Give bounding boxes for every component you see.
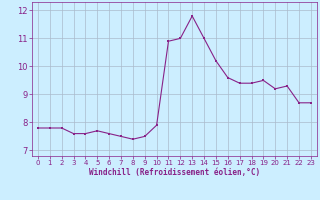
X-axis label: Windchill (Refroidissement éolien,°C): Windchill (Refroidissement éolien,°C)	[89, 168, 260, 177]
